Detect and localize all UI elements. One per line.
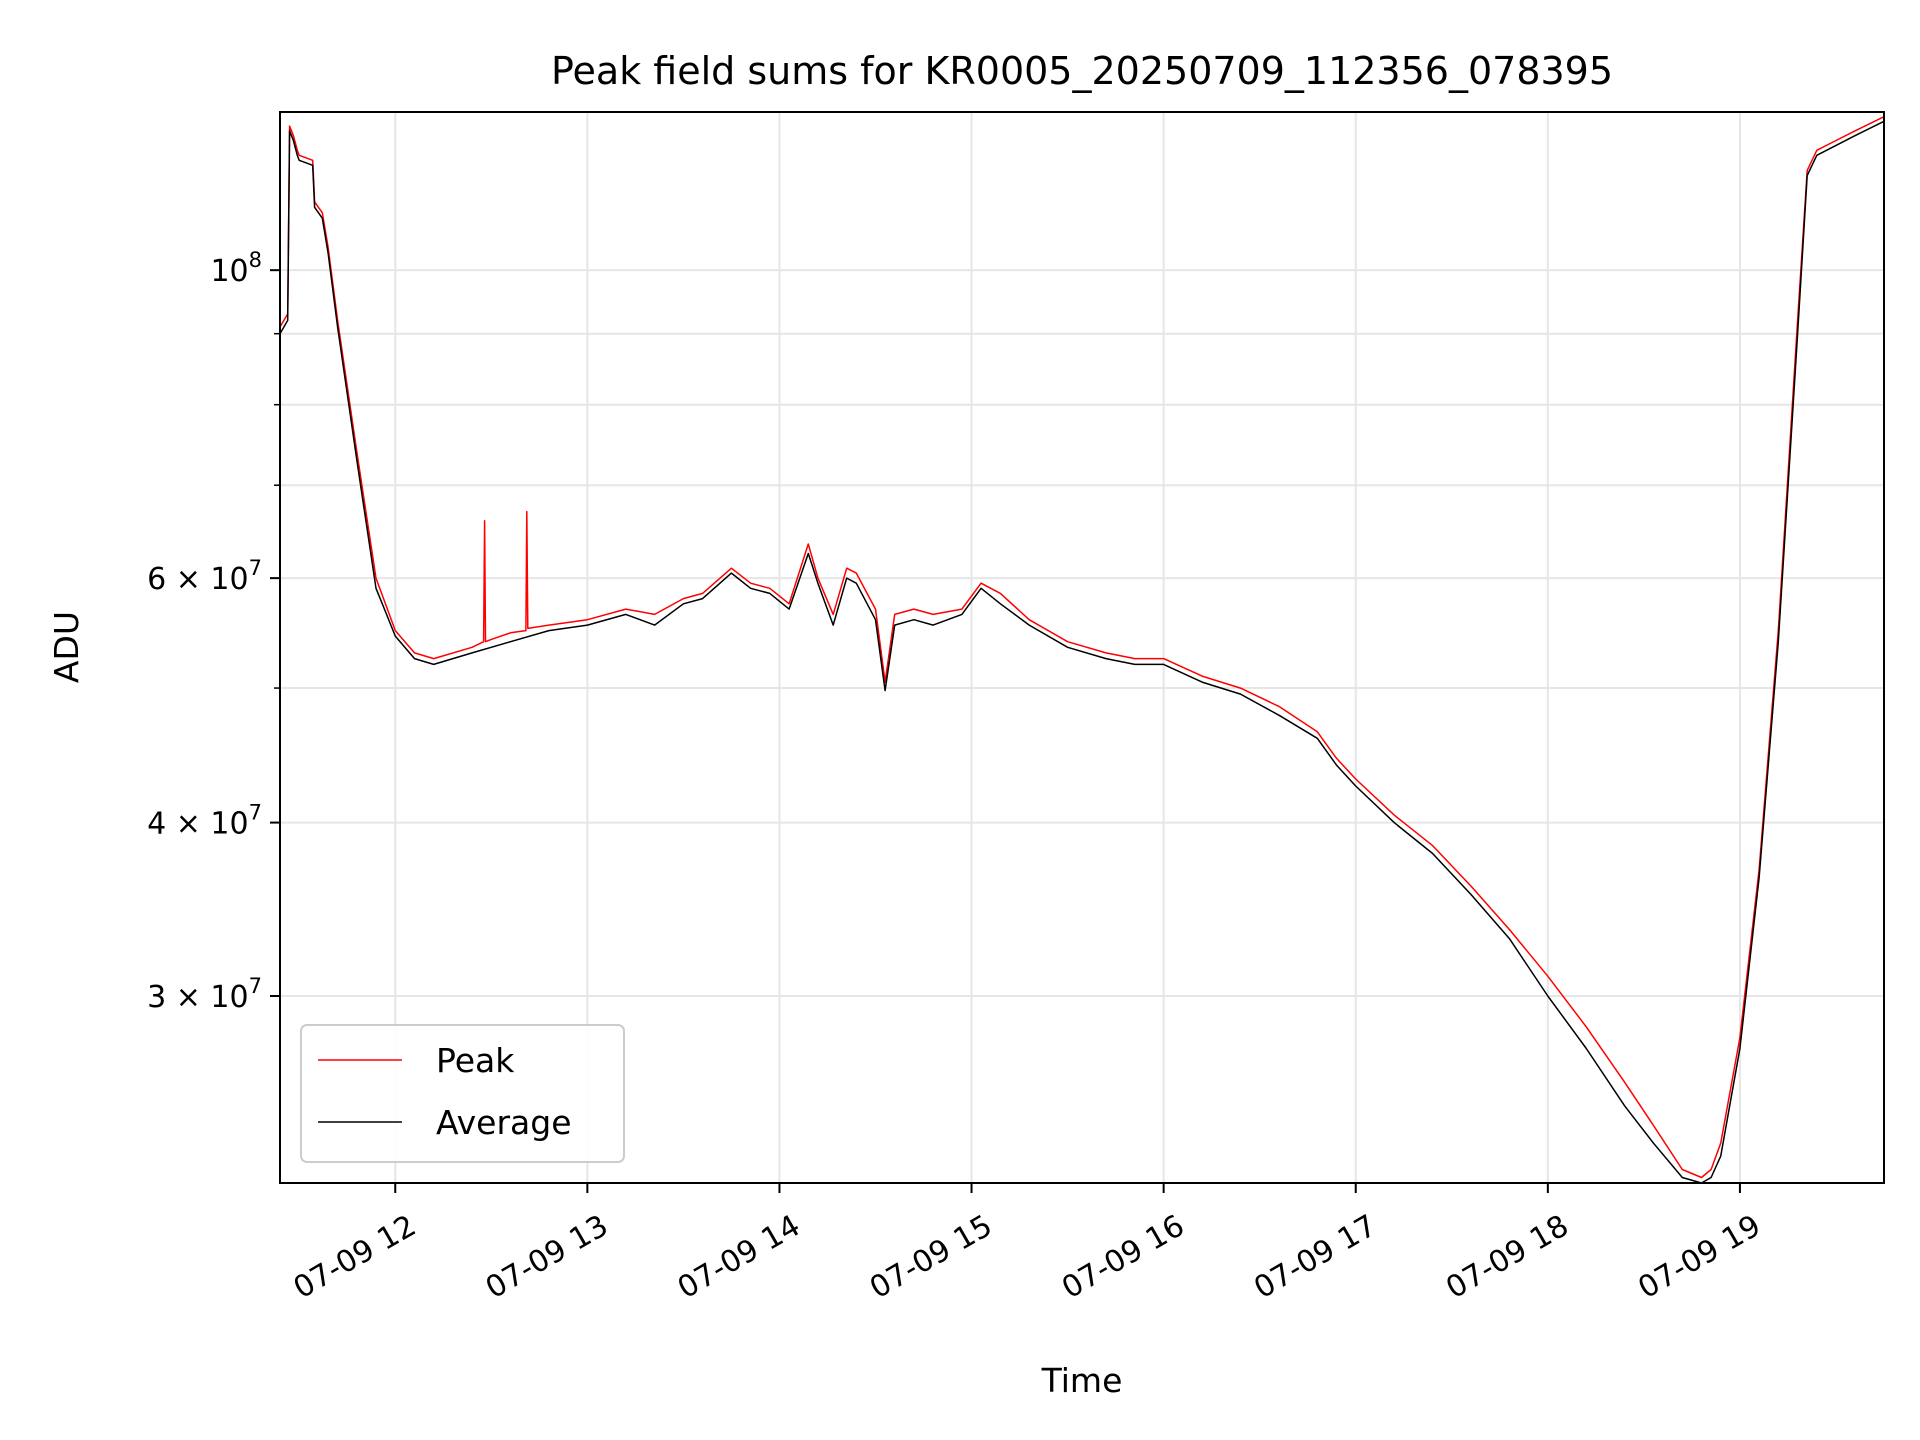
grid — [280, 112, 1884, 1183]
y-tick-label: 6 × 107 — [147, 556, 262, 597]
y-tick-label: 3 × 107 — [147, 974, 262, 1015]
legend-peak-label: Peak — [436, 1041, 515, 1080]
series-group — [279, 116, 1885, 1184]
series-line-average — [279, 120, 1885, 1184]
chart-title: Peak field sums for KR0005_20250709_1123… — [551, 49, 1613, 93]
y-tick-label: 4 × 107 — [147, 801, 262, 842]
legend: Peak Average — [300, 1024, 625, 1163]
plot-frame — [279, 111, 1885, 1184]
legend-average-label: Average — [436, 1103, 572, 1142]
y-tick-label: 108 — [210, 248, 262, 289]
x-axis-label: Time — [1041, 1361, 1123, 1400]
series-line-peak — [279, 116, 1885, 1179]
y-axis-label: ADU — [47, 611, 86, 683]
